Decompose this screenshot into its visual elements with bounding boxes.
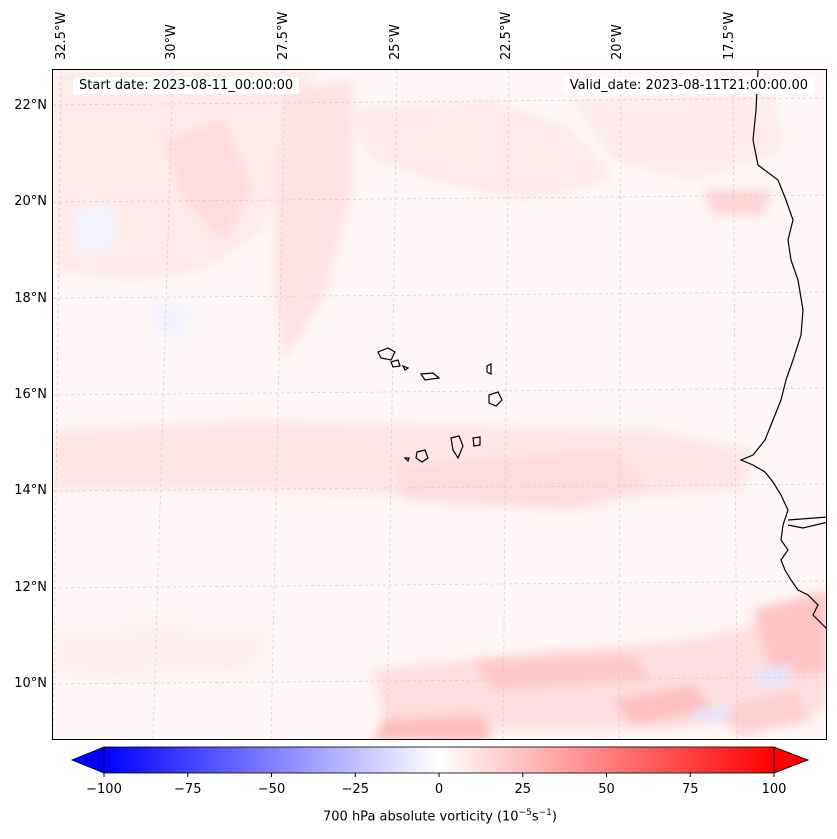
colorbar-ticks (103, 773, 775, 777)
lon-label-30w: 30°W (164, 24, 179, 60)
lat-label-18n: 18°N (14, 291, 47, 306)
colorbar-tick-label: −50 (257, 782, 286, 797)
colorbar-tick-label: 75 (681, 782, 699, 797)
lat-label-14n: 14°N (14, 483, 47, 498)
lon-label-25w: 25°W (388, 24, 403, 60)
cape-verde-islands (377, 347, 503, 463)
colorbar-tick-label: 100 (761, 782, 787, 797)
colorbar-min-arrow (70, 746, 105, 774)
lon-label-32-5w: 32.5°W (54, 11, 69, 60)
colorbar-tick-label: −75 (174, 782, 202, 797)
lat-label-20n: 20°N (14, 194, 47, 209)
colorbar-tick-label: 25 (514, 782, 532, 797)
vorticity-shading (53, 70, 826, 739)
lon-label-17-5w: 17.5°W (722, 11, 737, 60)
colorbar-tick-label: −100 (86, 782, 122, 797)
lat-label-12n: 12°N (14, 580, 47, 595)
colorbar-tick-label: 0 (434, 782, 444, 797)
lat-label-22n: 22°N (14, 98, 47, 113)
lat-label-16n: 16°N (14, 387, 47, 402)
lon-label-27-5w: 27.5°W (276, 11, 291, 60)
lon-label-20w: 20°W (610, 24, 625, 60)
start-date-label: Start date: 2023-08-11_00:00:00 (73, 77, 300, 94)
colorbar-tick-label: −25 (341, 782, 369, 797)
colorbar (70, 746, 810, 777)
valid-date-label: Valid_date: 2023-08-11T21:00:00.00 (563, 77, 814, 94)
map-panel[interactable] (52, 69, 827, 740)
colorbar-tick-label: 50 (598, 782, 615, 797)
colorbar-max-arrow (773, 746, 810, 774)
colorbar-gradient (103, 746, 775, 774)
africa-coastline (739, 70, 826, 629)
colorbar-title: 700 hPa absolute vorticity (10−5s−1) (323, 808, 557, 825)
graticule (53, 70, 826, 739)
lon-label-22-5w: 22.5°W (499, 11, 514, 60)
vorticity-map (53, 70, 826, 739)
lat-label-10n: 10°N (14, 676, 47, 691)
